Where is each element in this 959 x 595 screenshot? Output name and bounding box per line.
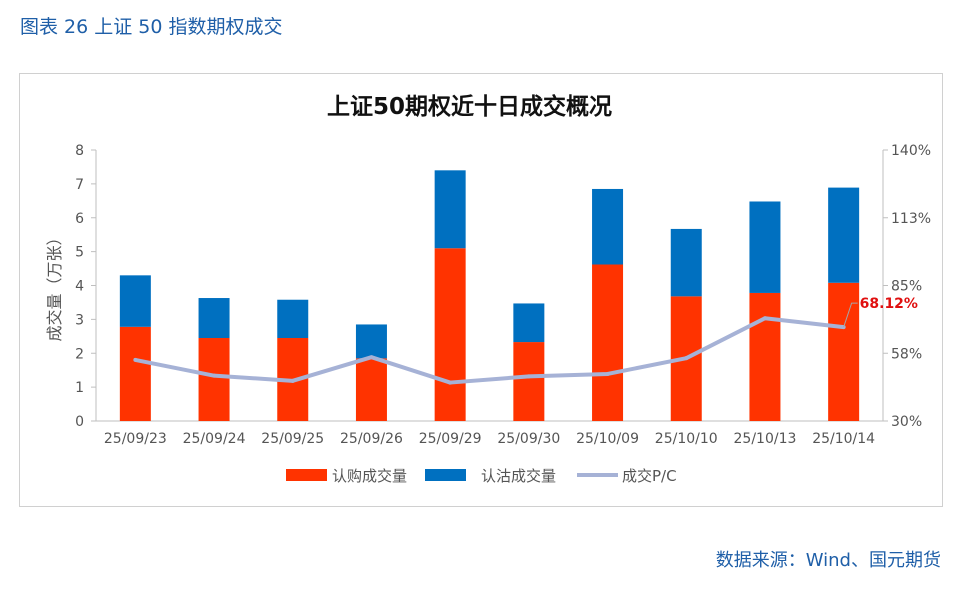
bar-call-volume [198,338,230,421]
legend-swatch-call [286,469,327,481]
y-tick-label: 1 [75,380,84,396]
y2-tick-label: 85% [891,279,922,295]
bar-call-volume [749,292,781,421]
source-note: 数据来源：Wind、国元期货 [715,550,941,571]
y-tick-label: 4 [75,279,84,295]
x-tick-label: 25/09/26 [340,431,403,447]
chart: 上证50期权近十日成交概况 0 1 2 3 4 5 6 7 8 30% 58% 85% 113% 140% 成… [45,93,931,485]
pc-ratio-point [684,356,689,361]
y-tick-label: 2 [75,346,84,362]
legend-label-pc: 成交P/C [622,467,677,485]
annotation-leader-line [843,302,858,328]
chart-frame: 上证50期权近十日成交概况 0 1 2 3 4 5 6 7 8 30% 58% 85% 113% 140% 成… [19,73,943,507]
x-tick-label: 25/09/29 [419,431,482,447]
x-tick-label: 25/10/09 [576,431,639,447]
x-tick-label: 25/10/13 [734,431,797,447]
x-tick-label: 25/09/23 [104,431,167,447]
legend-swatch-put [425,469,466,481]
pc-ratio-point [212,373,217,378]
chart-title: 上证50期权近十日成交概况 [327,93,612,120]
bar-put-volume [592,188,624,265]
x-tick-label: 25/10/10 [655,431,718,447]
x-tick-label: 25/10/14 [812,431,875,447]
figure-caption: 图表 26 上证 50 指数期权成交 [20,16,283,38]
bar-put-volume [198,298,230,339]
bar-call-volume [355,358,387,421]
y-tick-label: 6 [75,211,84,227]
bar-put-volume [119,275,151,327]
bar-put-volume [513,303,545,343]
bar-put-volume [434,170,466,249]
x-tick-label: 25/09/24 [183,431,246,447]
annotation-label: 68.12% [860,296,918,312]
bar-call-volume [592,264,624,421]
y2-tick-label: 140% [891,143,931,159]
pc-ratio-point [762,316,767,321]
bar-call-volume [119,326,151,421]
pc-ratio-point [605,371,610,376]
y-tick-label: 7 [75,177,84,193]
legend-label-call: 认购成交量 [332,467,407,485]
legend-label-put: 认沽成交量 [481,467,556,485]
y-tick-label: 0 [75,414,84,430]
x-tick-label: 25/09/30 [497,431,560,447]
bar-call-volume [434,248,466,421]
y-axis-label: 成交量（万张） [45,229,64,341]
y2-tick-label: 30% [891,414,922,430]
pc-ratio-point [290,378,295,383]
y2-tick-label: 58% [891,346,922,362]
bar-put-volume [277,299,309,339]
y-tick-label: 3 [75,312,84,328]
x-tick-label: 25/09/25 [261,431,324,447]
pc-ratio-point [369,355,374,360]
bar-put-volume [828,187,860,283]
y-tick-label: 5 [75,245,84,261]
bar-put-volume [749,201,781,293]
pc-ratio-point [448,380,453,385]
pc-ratio-line [134,316,844,385]
bar-put-volume [355,324,387,359]
y2-tick-label: 113% [891,211,931,227]
bar-call-volume [513,342,545,421]
pc-ratio-point [526,374,531,379]
bar-call-volume [828,282,860,421]
y-tick-label: 8 [75,143,84,159]
bar-put-volume [670,228,702,297]
pc-ratio-point [133,357,138,362]
